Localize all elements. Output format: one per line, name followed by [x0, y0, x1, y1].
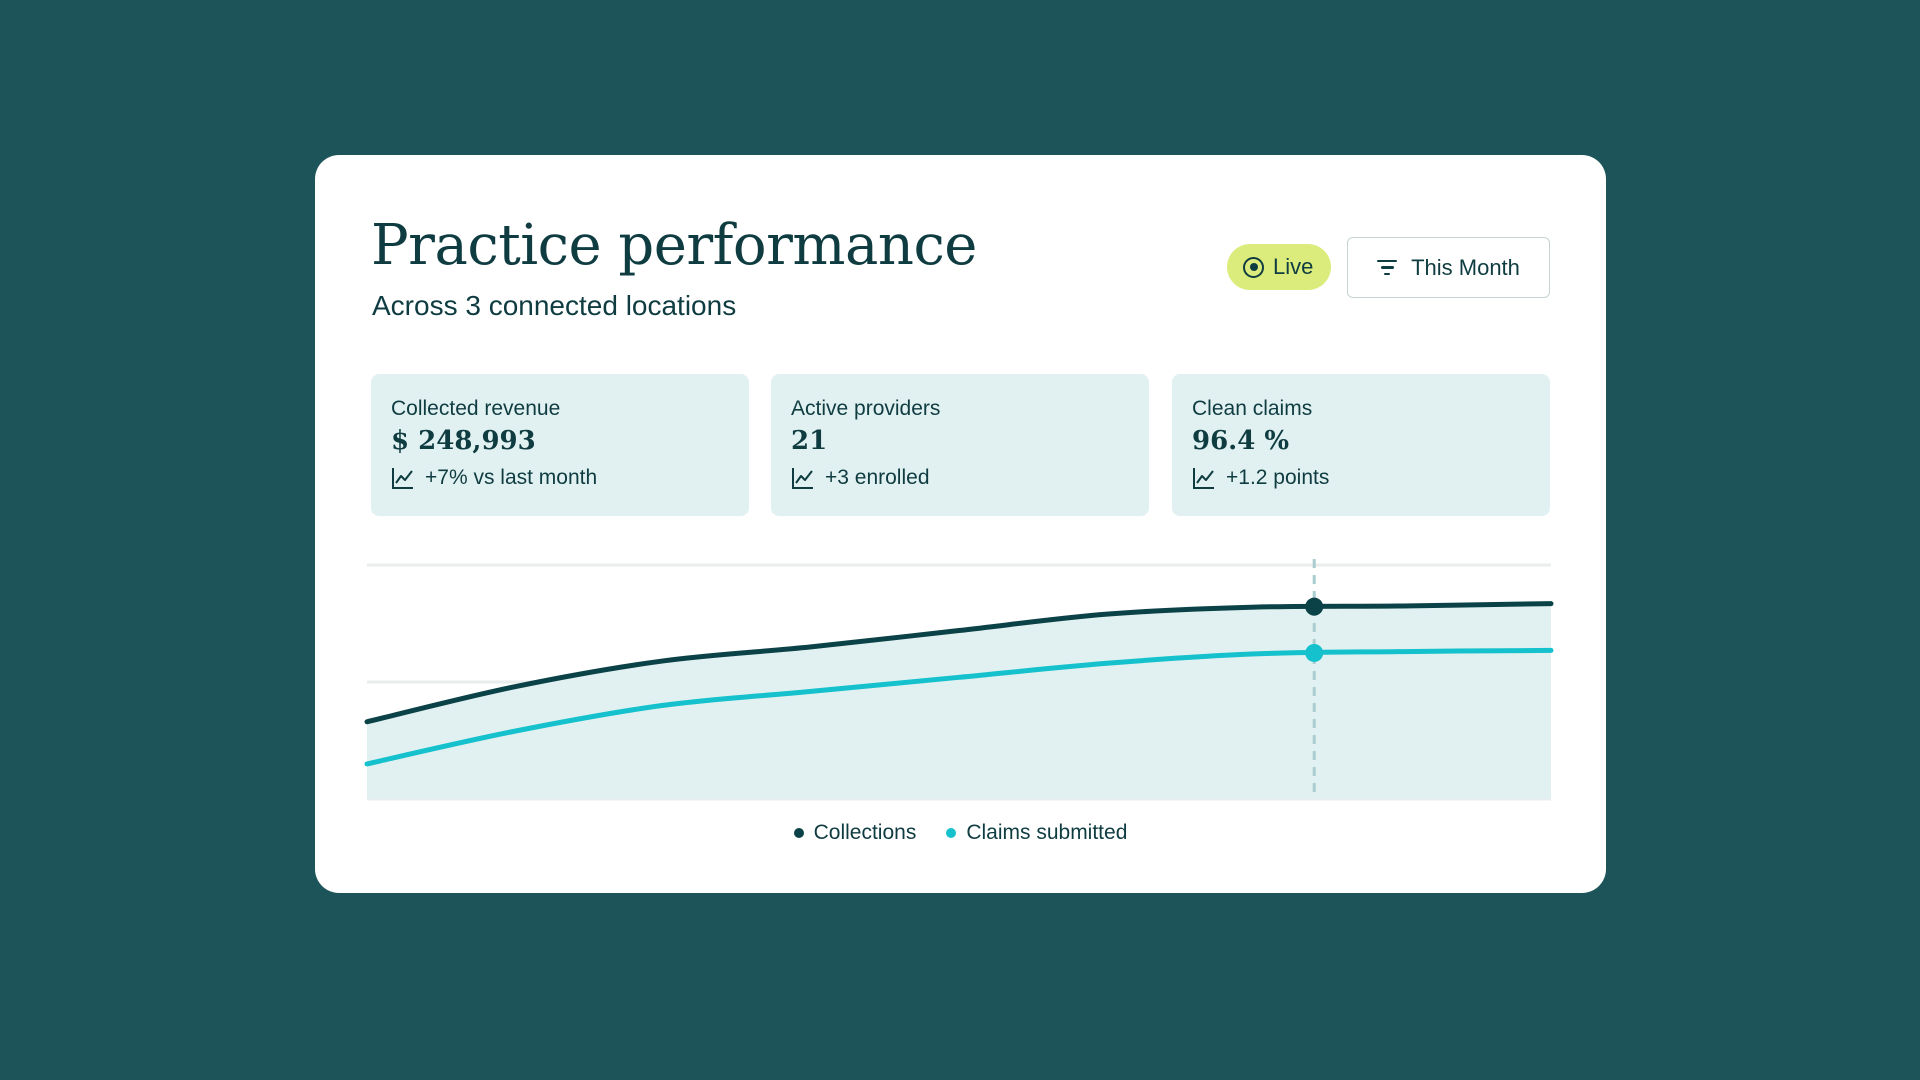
stat-change-text: +3 enrolled — [825, 466, 930, 489]
page-subtitle: Across 3 connected locations — [372, 290, 737, 321]
live-badge[interactable]: Live — [1227, 244, 1332, 290]
stat-value: 21 — [791, 426, 828, 456]
stat-card-claims: Clean claims 96.4 % +1.2 points — [1172, 374, 1550, 516]
stat-change: +3 enrolled — [791, 466, 1129, 490]
chart-legend: Collections Claims submitted — [315, 821, 1606, 845]
stat-card-providers: Active providers 21 +3 enrolled — [771, 374, 1149, 516]
radio-dot-icon — [1243, 256, 1264, 278]
chart-series-line-claims — [364, 647, 1554, 767]
stat-label: Active providers — [791, 397, 941, 420]
stat-change: +7% vs last month — [391, 466, 729, 490]
stat-change-text: +1.2 points — [1226, 466, 1330, 489]
chart-highlight-point-collections — [1305, 597, 1324, 616]
stat-change-text: +7% vs last month — [425, 466, 598, 489]
stat-value: $ 248,993 — [391, 426, 536, 456]
legend-dot — [946, 828, 957, 838]
stat-label: Clean claims — [1192, 397, 1313, 420]
chart-highlight-point-claims — [1305, 643, 1324, 662]
performance-chart[interactable] — [315, 155, 1606, 893]
legend-label: Claims submitted — [966, 821, 1128, 844]
stat-label: Collected revenue — [391, 397, 561, 420]
performance-card: Practice performance Across 3 connected … — [315, 155, 1606, 893]
period-label: This Month — [1411, 254, 1520, 280]
legend-item-claims[interactable]: Claims submitted — [946, 821, 1127, 845]
legend-item-collections[interactable]: Collections — [793, 821, 917, 845]
stat-value: 96.4 % — [1192, 426, 1290, 456]
chart-series-line-collections — [364, 601, 1554, 725]
stat-card-revenue: Collected revenue $ 248,993 +7% vs last … — [371, 374, 749, 516]
filter-icon — [1377, 259, 1398, 276]
legend-dot — [793, 828, 804, 838]
live-label: Live — [1273, 254, 1314, 279]
page-title: Practice performance — [371, 213, 977, 278]
line-chart-icon — [792, 468, 813, 489]
legend-label: Collections — [813, 821, 917, 844]
line-chart-icon — [1193, 468, 1214, 489]
stat-change: +1.2 points — [1192, 466, 1530, 490]
line-chart-icon — [392, 468, 413, 489]
period-filter-button[interactable]: This Month — [1347, 237, 1550, 298]
